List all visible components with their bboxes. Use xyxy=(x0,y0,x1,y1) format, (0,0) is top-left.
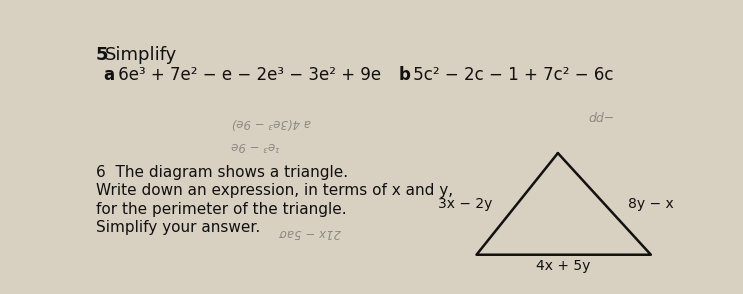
Text: 6e³ + 7e² − e − 2e³ − 3e² + 9e: 6e³ + 7e² − e − 2e³ − 3e² + 9e xyxy=(113,66,381,84)
Text: ¹e³ − 9e: ¹e³ − 9e xyxy=(231,139,280,152)
Text: 8y − x: 8y − x xyxy=(628,197,673,211)
Text: 21x − 5aσ: 21x − 5aσ xyxy=(279,226,341,239)
Text: a 4(3e³ − 9e): a 4(3e³ − 9e) xyxy=(231,116,311,129)
Text: Simplify your answer.: Simplify your answer. xyxy=(96,220,260,235)
Text: for the perimeter of the triangle.: for the perimeter of the triangle. xyxy=(96,202,346,217)
Text: 5c² − 2c − 1 + 7c² − 6c: 5c² − 2c − 1 + 7c² − 6c xyxy=(409,66,614,84)
Text: dd−: dd− xyxy=(589,112,615,125)
Text: 4x + 5y: 4x + 5y xyxy=(536,259,591,273)
Text: Write down an expression, in terms of x and y,: Write down an expression, in terms of x … xyxy=(96,183,453,198)
Text: 5: 5 xyxy=(96,46,108,64)
Text: a: a xyxy=(104,66,115,84)
Text: 3x − 2y: 3x − 2y xyxy=(438,197,493,211)
Text: b: b xyxy=(399,66,411,84)
Text: Simplify: Simplify xyxy=(106,46,178,64)
Text: 6  The diagram shows a triangle.: 6 The diagram shows a triangle. xyxy=(96,165,348,180)
